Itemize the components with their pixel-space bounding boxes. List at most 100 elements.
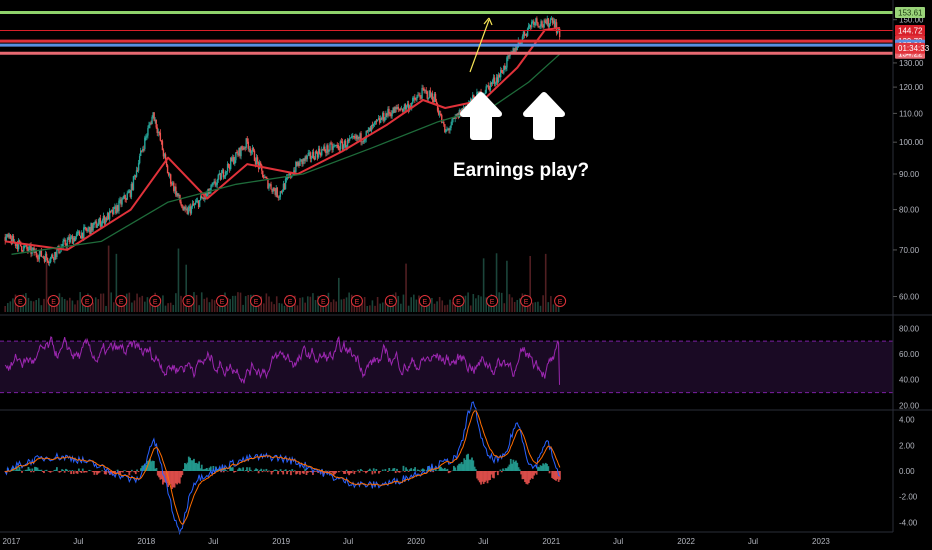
candle-body	[353, 136, 355, 138]
earnings-marker[interactable]	[14, 295, 27, 307]
candle-body	[266, 178, 268, 179]
earnings-marker[interactable]	[149, 295, 162, 307]
annotation-text: Earnings play?	[453, 160, 589, 181]
earnings-marker[interactable]	[250, 295, 263, 307]
macd-histogram-bar	[362, 471, 365, 472]
candle-body	[491, 81, 494, 84]
macd-histogram-bar	[522, 471, 525, 480]
earnings-marker[interactable]	[418, 295, 431, 307]
earnings-marker[interactable]	[452, 295, 465, 307]
candle-body	[100, 223, 103, 227]
candle-body	[389, 113, 391, 115]
candle-body	[278, 196, 281, 198]
earnings-marker[interactable]	[554, 295, 567, 307]
macd-histogram-bar	[171, 471, 173, 490]
macd-histogram-bar	[211, 470, 213, 471]
price-tag[interactable]: 153.61	[895, 7, 925, 19]
price-axis-tick-label: 90.00	[899, 170, 920, 179]
price-axis-tick-label: 130.00	[899, 59, 924, 68]
price-tag[interactable]: 144.72	[895, 25, 925, 37]
price-tag-bg	[895, 7, 925, 19]
rsi-pane[interactable]	[0, 335, 893, 394]
macd-histogram-bar	[375, 468, 378, 471]
earnings-marker[interactable]	[115, 295, 128, 307]
volume-bar	[550, 296, 552, 312]
candle-body	[74, 236, 77, 242]
candle-body	[438, 113, 441, 115]
candle-body	[153, 112, 155, 121]
moving-average-slow-line[interactable]	[11, 53, 561, 255]
candle-body	[132, 176, 135, 190]
volume-bar	[12, 298, 14, 312]
countdown-tag[interactable]: 01:34:33	[895, 42, 930, 54]
volume-bar	[397, 296, 400, 312]
volume-bar	[278, 303, 281, 312]
macd-histogram-bar	[255, 468, 257, 471]
volume-bar	[314, 300, 317, 312]
volume-bar	[237, 292, 239, 312]
macd-histogram-bar	[111, 471, 114, 475]
candle-body	[551, 18, 554, 23]
volume-bar	[415, 299, 418, 312]
macd-histogram-bar	[233, 471, 235, 473]
macd-histogram-bar	[222, 471, 225, 473]
macd-histogram-bar	[15, 466, 18, 471]
earnings-marker[interactable]	[182, 295, 195, 307]
macd-line[interactable]	[4, 401, 561, 536]
macd-histogram-bar	[31, 468, 34, 471]
volume-bar	[200, 292, 203, 312]
macd-histogram-bar	[556, 471, 559, 480]
macd-histogram-bar	[274, 469, 277, 471]
candle-body	[336, 145, 338, 146]
macd-histogram-bar	[147, 460, 150, 471]
earnings-marker[interactable]	[47, 295, 60, 307]
candle-body	[354, 137, 356, 139]
candle-body	[176, 193, 178, 196]
up-arrow-icon	[460, 92, 502, 140]
volume-bar	[475, 298, 477, 312]
candle-body	[288, 173, 291, 177]
earnings-marker[interactable]	[350, 295, 363, 307]
rsi-line[interactable]	[4, 335, 560, 385]
macd-histogram-bar	[405, 467, 407, 471]
earnings-marker[interactable]	[216, 295, 229, 307]
volume-bar	[441, 300, 444, 312]
macd-pane[interactable]	[4, 401, 561, 536]
candle-body	[192, 203, 195, 206]
volume-bar	[231, 295, 234, 312]
macd-histogram-bar	[55, 467, 58, 471]
macd-histogram-bar	[151, 460, 154, 471]
macd-signal-line[interactable]	[4, 409, 561, 525]
earnings-marker[interactable]	[317, 295, 330, 307]
candle-body	[7, 234, 9, 237]
volume-bar	[410, 297, 413, 312]
volume-bar	[299, 297, 301, 312]
earnings-marker[interactable]	[520, 295, 533, 307]
macd-histogram-bar	[190, 460, 193, 471]
candle-body	[356, 135, 358, 140]
volume-bar	[216, 305, 219, 312]
macd-histogram-bar	[500, 471, 503, 473]
macd-histogram-bar	[208, 467, 211, 471]
macd-histogram-bar	[484, 471, 486, 483]
volume-bar	[542, 295, 544, 312]
candle-body	[137, 163, 140, 171]
macd-histogram-bar	[428, 466, 431, 471]
time-axis-tick-label: Jul	[478, 537, 488, 546]
volume-bar	[446, 304, 449, 312]
earnings-marker[interactable]	[384, 295, 397, 307]
candle-body	[105, 217, 108, 221]
candle-body	[177, 193, 179, 196]
earnings-marker[interactable]	[486, 295, 499, 307]
candle-body	[421, 87, 423, 99]
volume-bar	[374, 305, 376, 312]
volume-bar	[309, 296, 312, 312]
moving-average-fast-line[interactable]	[5, 26, 561, 251]
earnings-marker[interactable]	[284, 295, 297, 307]
macd-histogram-bar	[120, 471, 123, 472]
earnings-marker[interactable]	[81, 295, 94, 307]
volume-bar	[488, 305, 490, 312]
volume-bar	[273, 304, 275, 312]
